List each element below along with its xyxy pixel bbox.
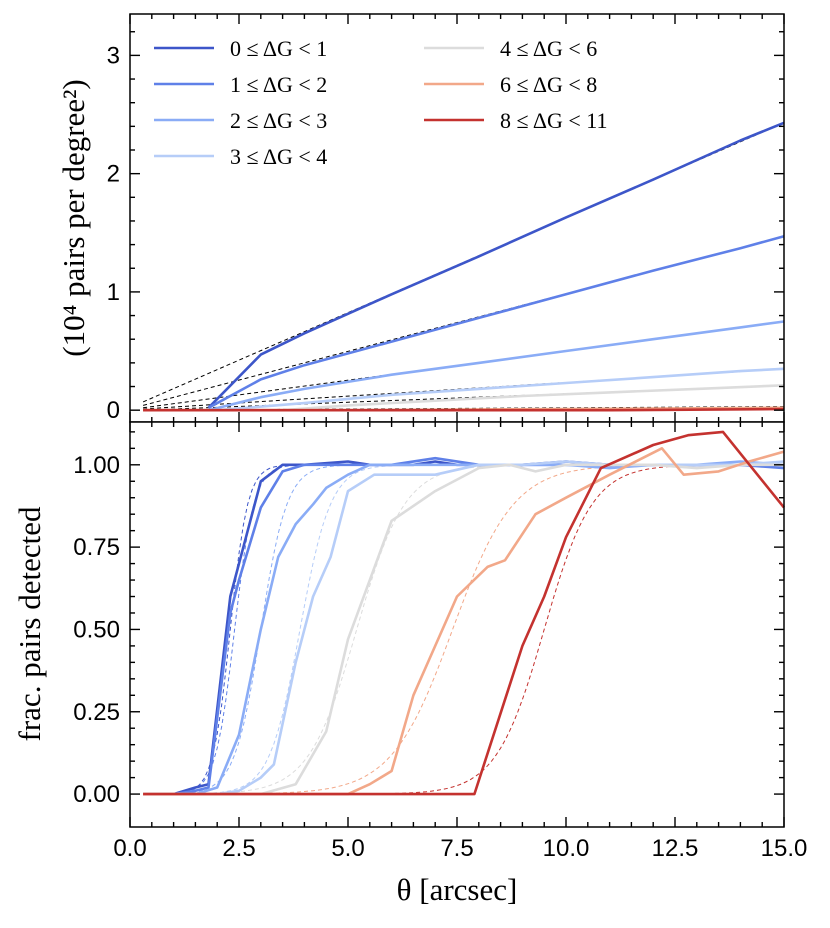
x-tick-labels: 0.0 2.5 5.0 7.5 10.0 12.5 15.0	[113, 835, 807, 862]
bottom-panel: 0.00 0.25 0.50 0.75 1.00 0.0 2.5 5.0 7.5 10.0 12.…	[12, 421, 807, 907]
top-y-tick-label-1: 1	[107, 279, 120, 306]
x-tick-label-0-0: 0.0	[113, 835, 146, 862]
bot-y-tick-label-1-00: 1.00	[73, 452, 120, 479]
top-panel-background	[130, 14, 784, 422]
bot-y-tick-label-0-00: 0.00	[73, 781, 120, 808]
legend-label-3: 3 ≤ ΔG < 4	[230, 144, 327, 169]
top-series-line-0	[207, 121, 785, 409]
top-panel: 0 1 2 3 (10⁴ pairs per degree²) 0 ≤ ΔG < 1 1…	[56, 13, 785, 424]
legend-label-6: 8 ≤ ΔG < 11	[500, 108, 608, 133]
legend-label-2: 2 ≤ ΔG < 3	[230, 108, 327, 133]
top-series-line-3	[217, 367, 785, 412]
legend-label-5: 6 ≤ ΔG < 8	[500, 72, 597, 97]
bot-y-tick-label-0-25: 0.25	[73, 699, 120, 726]
top-data-lines	[143, 121, 785, 412]
bottom-y-axis-title: frac. pairs detected	[12, 506, 47, 741]
x-tick-label-2-5: 2.5	[222, 835, 255, 862]
x-axis-title: θ [arcsec]	[397, 872, 518, 907]
top-y-tick-label-3: 3	[107, 42, 120, 69]
legend-label-0: 0 ≤ ΔG < 1	[230, 36, 327, 61]
bot-series-line-5	[143, 446, 785, 796]
top-y-tick-label-0: 0	[107, 397, 120, 424]
x-tick-label-7-5: 7.5	[440, 835, 473, 862]
bottom-data-lines	[143, 430, 786, 796]
legend: 0 ≤ ΔG < 1 1 ≤ ΔG < 2 2 ≤ ΔG < 3 3 ≤ ΔG < 4…	[154, 36, 608, 169]
top-series-line-4	[282, 384, 785, 412]
x-tick-label-15-0: 15.0	[761, 835, 808, 862]
bot-series-line-4	[143, 463, 784, 796]
bottom-ticks	[129, 422, 785, 827]
top-y-axis-title: (10⁴ pairs per degree²)	[56, 79, 91, 356]
x-tick-label-5-0: 5.0	[331, 835, 364, 862]
top-y-tick-label-2: 2	[107, 161, 120, 188]
legend-label-1: 1 ≤ ΔG < 2	[230, 72, 327, 97]
bottom-y-tick-labels: 0.00 0.25 0.50 0.75 1.00	[73, 452, 120, 808]
bot-y-tick-label-0-50: 0.50	[73, 616, 120, 643]
top-series-line-1	[207, 235, 785, 409]
bot-series-line-6	[143, 430, 786, 796]
legend-label-4: 4 ≤ ΔG < 6	[500, 36, 597, 61]
top-series-line-2	[208, 320, 785, 412]
top-y-tick-labels: 0 1 2 3	[107, 42, 120, 424]
top-ticks	[129, 14, 785, 422]
bottom-panel-background	[130, 422, 784, 827]
bot-y-tick-label-0-75: 0.75	[73, 534, 120, 561]
x-tick-label-10-0: 10.0	[543, 835, 590, 862]
top-series-line-6	[143, 407, 785, 412]
x-tick-label-12-5: 12.5	[652, 835, 699, 862]
